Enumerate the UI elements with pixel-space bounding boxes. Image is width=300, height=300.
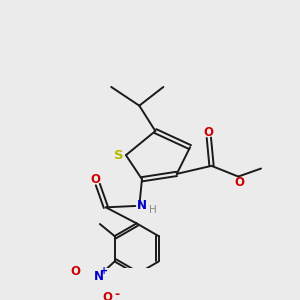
Text: O: O <box>70 265 80 278</box>
Text: O: O <box>204 127 214 140</box>
Text: +: + <box>100 266 109 276</box>
Text: S: S <box>114 149 124 162</box>
Text: -: - <box>114 288 119 300</box>
Text: N: N <box>137 200 147 212</box>
Text: O: O <box>102 291 112 300</box>
Text: H: H <box>149 205 157 215</box>
Text: O: O <box>235 176 244 189</box>
Text: O: O <box>90 173 100 186</box>
Text: N: N <box>94 270 103 283</box>
